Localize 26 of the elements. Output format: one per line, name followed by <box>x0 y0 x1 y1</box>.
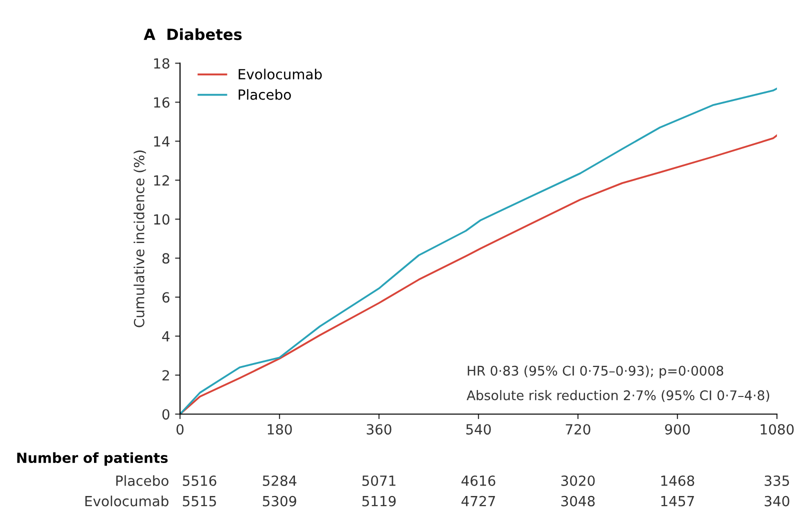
y-tick-label: 6 <box>162 292 170 303</box>
y-tick-label: 12 <box>154 175 169 186</box>
x-tick-label: 720 <box>566 424 590 435</box>
y-tick-label: 8 <box>162 253 170 264</box>
annotation: Absolute risk reduction 2·7% (95% CI 0·7–4·8) <box>466 390 770 402</box>
y-tick-label: 14 <box>154 136 170 146</box>
text: Evolocumab 5515 5309 5119 4727 3048 1457 340 <box>85 496 790 506</box>
chart-title: A Diabetes <box>144 28 242 40</box>
y-tick-label: 16 <box>154 97 170 108</box>
text: Number of patients <box>17 452 168 466</box>
legend-label: Evolocumab <box>238 68 322 80</box>
y-tick-label: 10 <box>154 214 170 225</box>
y-tick-label: 4 <box>162 331 170 342</box>
legend-label: Placebo <box>238 89 291 100</box>
x-tick-label: 180 <box>268 424 292 435</box>
x-tick-label: 1080 <box>760 424 794 435</box>
y-tick-label: 2 <box>162 370 169 380</box>
x-tick-label: 0 <box>176 424 184 435</box>
x-tick-label: 900 <box>665 424 690 435</box>
x-tick-label: 540 <box>466 424 491 435</box>
x-tick-label: 360 <box>366 424 392 435</box>
y-tick-label: 0 <box>162 409 170 420</box>
y-tick-label: 18 <box>154 58 170 69</box>
y-axis-title: Cumulative incidence (%) <box>134 150 146 328</box>
annotation: HR 0·83 (95% CI 0·75–0·93); p=0·0008 <box>468 366 724 378</box>
text: Placebo 5516 5284 5071 4616 3020 1468 335 <box>116 475 789 486</box>
